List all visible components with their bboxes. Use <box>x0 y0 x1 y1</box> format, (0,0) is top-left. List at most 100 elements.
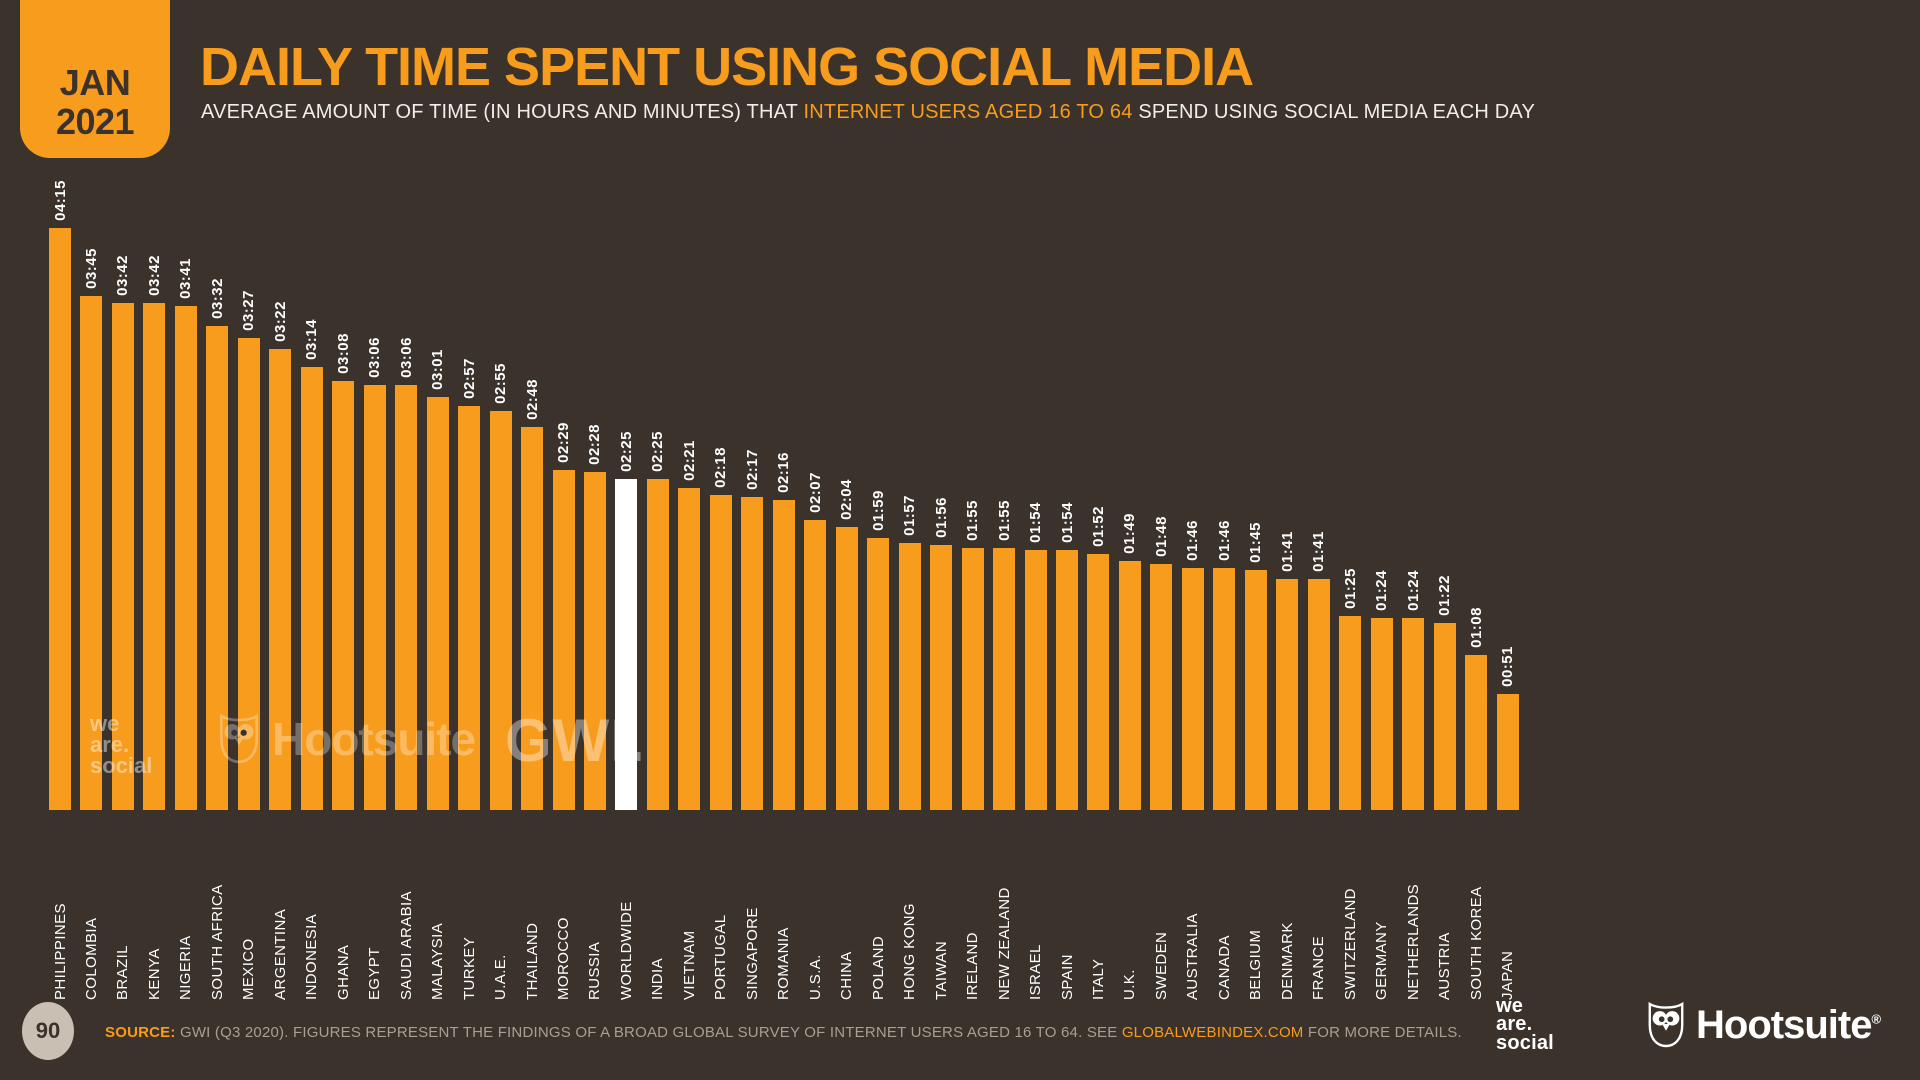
bar-group-nigeria: 03:41 NIGERIA <box>174 160 198 1000</box>
bar-value-spain: 01:54 <box>1058 502 1076 543</box>
label-area: THAILAND <box>524 810 541 1000</box>
bar-area: 02:17 <box>741 160 764 810</box>
bar-value-thailand: 02:48 <box>523 379 541 420</box>
bar-group-australia: 01:46 AUSTRALIA <box>1181 160 1205 1000</box>
bar-argentina <box>269 349 292 810</box>
bar-label-australia: AUSTRALIA <box>1184 913 1202 1000</box>
label-area: EGYPT <box>366 810 383 1000</box>
bar-area: 02:28 <box>583 160 606 810</box>
bar-canada <box>1213 568 1236 810</box>
label-area: DENMARK <box>1279 810 1296 1000</box>
bar-u-s-a <box>804 520 827 810</box>
bar-label-sweden: SWEDEN <box>1152 931 1170 1000</box>
bar-value-u-k: 01:49 <box>1121 513 1139 554</box>
bar-group-india: 02:25 INDIA <box>646 160 670 1000</box>
bar-label-belgium: BELGIUM <box>1247 929 1265 1000</box>
bar-area: 02:07 <box>804 160 827 810</box>
bar-area: 01:45 <box>1244 160 1267 810</box>
bar-value-colombia: 03:45 <box>82 248 100 289</box>
bar-u-k <box>1118 561 1141 810</box>
bar-area: 02:48 <box>521 160 544 810</box>
source-note: SOURCE: GWI (Q3 2020). FIGURES REPRESENT… <box>105 1024 1462 1041</box>
date-badge-text: JAN 2021 <box>55 63 135 143</box>
bar-value-brazil: 03:42 <box>114 255 132 296</box>
bar-group-south-africa: 03:32 SOUTH AFRICA <box>205 160 229 1000</box>
bar-chart: 04:15 PHILIPPINES 03:45 COLOMBIA 03:42 BRAZIL… <box>48 160 1520 1000</box>
label-area: NIGERIA <box>177 810 194 1000</box>
bar-group-worldwide: 02:25 WORLDWIDE <box>614 160 638 1000</box>
bar-italy <box>1087 554 1110 810</box>
bar-label-u-a-e: U.A.E. <box>492 954 510 1000</box>
bar-label-kenya: KENYA <box>145 948 163 1000</box>
bar-label-japan: JAPAN <box>1499 950 1517 1000</box>
bar-value-israel: 01:54 <box>1027 502 1045 543</box>
bar-china <box>835 527 858 810</box>
bar-thailand <box>521 427 544 810</box>
bar-area: 01:59 <box>867 160 890 810</box>
bar-area: 02:04 <box>835 160 858 810</box>
bar-area: 01:46 <box>1181 160 1204 810</box>
bar-label-new-zealand: NEW ZEALAND <box>995 887 1013 1000</box>
bar-value-belgium: 01:45 <box>1247 522 1265 563</box>
bar-label-china: CHINA <box>838 951 856 1000</box>
bar-group-switzerland: 01:25 SWITZERLAND <box>1338 160 1362 1000</box>
bar-label-indonesia: INDONESIA <box>303 913 321 1000</box>
bar-new-zealand <box>993 548 1016 810</box>
bar-mexico <box>237 338 260 810</box>
badge-year: 2021 <box>55 101 135 143</box>
logo-line: are. <box>1496 1013 1533 1036</box>
bar-area: 00:51 <box>1496 160 1519 810</box>
bar-value-canada: 01:46 <box>1215 520 1233 561</box>
bar-value-switzerland: 01:25 <box>1341 568 1359 609</box>
bar-kenya <box>143 303 166 810</box>
bar-romania <box>772 500 795 810</box>
bar-label-france: FRANCE <box>1310 935 1328 1000</box>
label-area: FRANCE <box>1310 810 1327 1000</box>
bar-area: 02:21 <box>678 160 701 810</box>
bar-area: 01:48 <box>1150 160 1173 810</box>
bar-area: 01:55 <box>961 160 984 810</box>
label-area: AUSTRIA <box>1436 810 1453 1000</box>
bar-group-portugal: 02:18 PORTUGAL <box>709 160 733 1000</box>
page-number-badge: 90 <box>22 1002 74 1060</box>
bar-value-morocco: 02:29 <box>555 422 572 463</box>
bar-hong-kong <box>898 543 921 810</box>
label-area: RUSSIA <box>586 810 603 1000</box>
bar-austria <box>1433 623 1456 810</box>
bar-india <box>646 479 669 810</box>
label-area: SINGAPORE <box>744 810 761 1000</box>
bar-australia <box>1181 568 1204 810</box>
bar-area: 01:41 <box>1307 160 1330 810</box>
bar-value-ghana: 03:08 <box>334 333 352 374</box>
bar-value-portugal: 02:18 <box>712 447 730 488</box>
bar-label-south-africa: SOUTH AFRICA <box>208 884 226 1000</box>
bar-value-malaysia: 03:01 <box>429 349 447 390</box>
hootsuite-logo-text: Hootsuite® <box>1696 1002 1881 1047</box>
bar-area: 01:41 <box>1276 160 1299 810</box>
bar-israel <box>1024 550 1047 810</box>
bar-ireland <box>961 548 984 810</box>
label-area: SOUTH AFRICA <box>209 810 226 1000</box>
bar-label-worldwide: WORLDWIDE <box>617 901 635 1000</box>
bar-saudi-arabia <box>395 385 418 810</box>
bar-group-vietnam: 02:21 VIETNAM <box>677 160 701 1000</box>
bar-label-italy: ITALY <box>1089 958 1107 1000</box>
label-area: MOROCCO <box>555 810 572 1000</box>
bar-value-netherlands: 01:24 <box>1404 570 1422 611</box>
bar-area: 01:25 <box>1339 160 1362 810</box>
bar-area: 03:42 <box>111 160 134 810</box>
bar-area: 02:25 <box>615 160 638 810</box>
label-area: IRELAND <box>964 810 981 1000</box>
bar-group-turkey: 02:57 TURKEY <box>457 160 481 1000</box>
bar-nigeria <box>174 306 197 810</box>
bar-value-russia: 02:28 <box>586 424 604 465</box>
bar-value-romania: 02:16 <box>775 452 793 493</box>
source-link[interactable]: GLOBALWEBINDEX.COM <box>1121 1024 1304 1041</box>
bar-group-austria: 01:22 AUSTRIA <box>1433 160 1457 1000</box>
bar-taiwan <box>930 545 953 810</box>
bar-area: 01:22 <box>1433 160 1456 810</box>
bar-morocco <box>552 470 575 810</box>
bar-singapore <box>741 497 764 810</box>
label-area: CHINA <box>838 810 855 1000</box>
hootsuite-logo: Hootsuite® <box>1645 1000 1881 1050</box>
